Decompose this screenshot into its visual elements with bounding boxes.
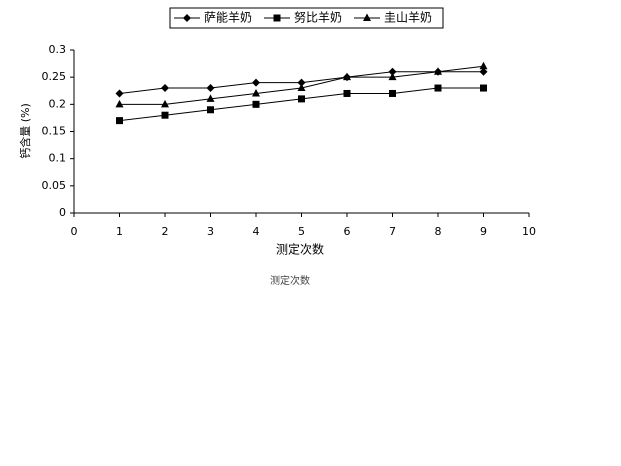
data-point <box>343 72 351 81</box>
x-tick-label: 9 <box>480 225 487 238</box>
data-point <box>206 94 215 102</box>
x-tick-label: 3 <box>207 225 214 238</box>
y-axis-title: 钙含量 (%) <box>18 103 32 159</box>
x-tick-label: 0 <box>71 225 78 238</box>
legend-marker <box>183 14 191 22</box>
y-tick-label: 0.2 <box>49 97 67 110</box>
y-tick-label: 0.15 <box>42 125 67 138</box>
x-tick-label: 6 <box>344 225 351 238</box>
annotation: 测定次数 <box>270 274 310 287</box>
legend-label: 萨能羊奶 <box>204 10 252 25</box>
x-tick-label: 7 <box>389 225 396 238</box>
x-axis-title: 测定次数 <box>276 242 324 257</box>
data-point <box>297 78 306 87</box>
legend-box <box>169 7 444 29</box>
data-point <box>388 72 397 81</box>
x-tick-label: 8 <box>435 225 442 238</box>
data-point <box>479 67 488 76</box>
legend-label: 圭山羊奶 <box>384 10 432 25</box>
legend-marker <box>363 13 371 21</box>
data-point <box>297 83 306 92</box>
legend-marker <box>273 14 281 22</box>
series-line <box>119 87 484 122</box>
data-point <box>298 95 305 103</box>
legend-label: 努比羊奶 <box>294 10 342 25</box>
x-tick-label: 4 <box>253 225 260 238</box>
data-point <box>434 67 442 75</box>
x-tick-label: 5 <box>298 225 305 238</box>
data-point <box>116 117 123 125</box>
y-tick-label: 0.05 <box>42 179 67 192</box>
x-tick-label: 2 <box>162 225 169 238</box>
data-point <box>389 89 396 97</box>
data-point <box>434 84 442 92</box>
data-point <box>206 84 215 93</box>
data-point <box>115 99 124 108</box>
x-tick-label: 10 <box>522 225 536 238</box>
data-point <box>479 61 488 70</box>
data-point <box>388 67 397 76</box>
y-tick-label: 0.25 <box>42 70 67 83</box>
data-point <box>207 106 214 114</box>
y-tick-label: 0.3 <box>49 43 67 56</box>
y-tick-label: 0.1 <box>49 152 67 165</box>
data-point <box>252 88 260 97</box>
data-point <box>161 99 169 108</box>
data-point <box>115 89 124 98</box>
data-point <box>252 100 260 108</box>
data-point <box>343 89 351 97</box>
data-point <box>252 78 260 87</box>
y-tick-label: 0 <box>59 206 66 219</box>
data-point <box>480 84 487 92</box>
data-point <box>161 111 169 119</box>
data-point <box>161 84 169 93</box>
x-tick-label: 1 <box>116 225 123 238</box>
